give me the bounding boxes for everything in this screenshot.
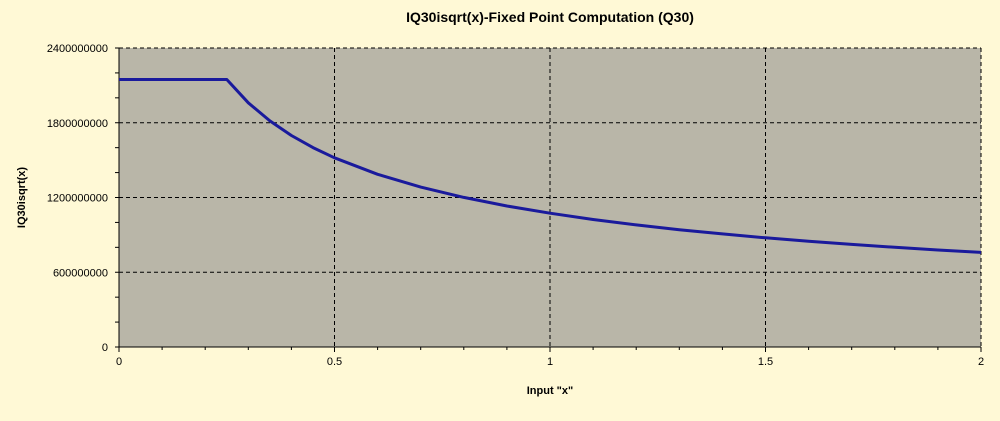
y-tick-label: 1200000000	[47, 193, 108, 205]
axes	[118, 48, 981, 348]
y-axis-title: IQ30isqrt(x)	[16, 167, 28, 228]
x-tick-label: 0.5	[327, 356, 342, 368]
y-tick-label: 0	[102, 342, 108, 354]
x-tick-label: 0	[116, 356, 122, 368]
y-tick-label: 1800000000	[47, 118, 108, 130]
y-tick-label: 600000000	[53, 267, 108, 279]
series-line	[119, 78, 982, 254]
y-tick-label: 2400000000	[47, 43, 108, 55]
grid-lines	[119, 47, 982, 347]
series-layer	[119, 78, 982, 254]
chart-title: IQ30isqrt(x)-Fixed Point Computation (Q3…	[406, 9, 694, 25]
x-tick-label: 2	[978, 356, 984, 368]
x-axis-title: Input "x"	[527, 385, 573, 397]
tick-labels: 0 0.5 1 1.5 2 0 600000000 1200000000 1800000000 2…	[47, 43, 984, 368]
x-tick-label: 1	[547, 356, 553, 368]
x-tick-label: 1.5	[758, 356, 773, 368]
